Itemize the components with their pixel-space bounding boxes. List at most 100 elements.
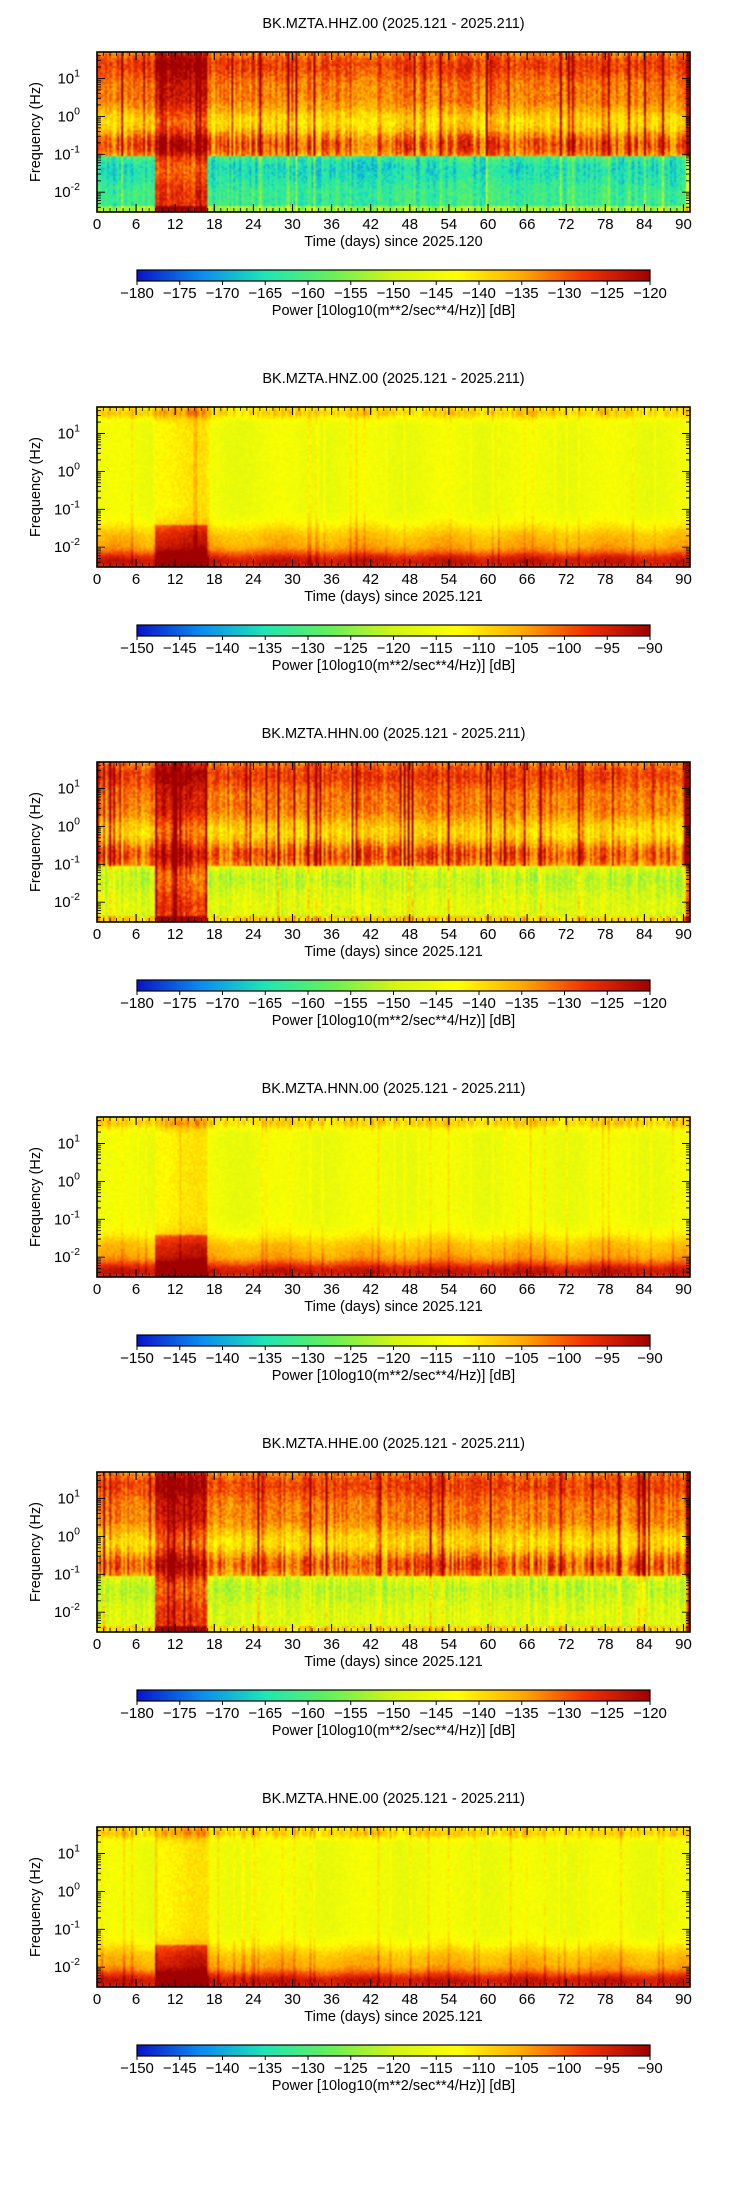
x-tick-label: 12 [167, 571, 184, 588]
x-tick-label: 36 [323, 1281, 340, 1298]
y-tick-label: 101 [57, 777, 80, 797]
x-tick-label: 42 [362, 1991, 379, 2008]
colorbar-label: Power [10log10(m**2/sec**4/Hz)] [dB] [272, 303, 515, 319]
colorbar-tick-label: −140 [206, 1350, 240, 1367]
x-tick-label: 72 [558, 571, 575, 588]
x-tick-label: 90 [675, 216, 692, 233]
y-tick-label: 10-1 [54, 498, 80, 518]
colorbar-label: Power [10log10(m**2/sec**4/Hz)] [dB] [272, 2078, 515, 2094]
x-tick-label: 54 [441, 216, 458, 233]
colorbar-tick-label: −150 [377, 995, 411, 1012]
colorbar-tick-label: −175 [163, 1705, 197, 1722]
spectrogram-heatmap [97, 407, 690, 567]
x-tick-label: 6 [132, 1281, 140, 1298]
x-tick-label: 6 [132, 1991, 140, 2008]
plot-frame [96, 1826, 691, 1988]
colorbar-ticks [136, 991, 651, 995]
y-tick-exponent: -1 [71, 853, 80, 865]
colorbar-tick-label: −130 [548, 1705, 582, 1722]
y-tick-exponent: 0 [74, 460, 80, 472]
y-tick-exponent: 1 [74, 422, 80, 434]
colorbar-tick-label: −120 [633, 285, 667, 302]
colorbar-tick-label: −130 [548, 995, 582, 1012]
colorbar [136, 979, 651, 992]
plot-frame [96, 1116, 691, 1278]
x-tick-label: 24 [245, 1991, 262, 2008]
x-tick-label: 18 [206, 1991, 223, 2008]
plot-frame [96, 761, 691, 923]
colorbar-label: Power [10log10(m**2/sec**4/Hz)] [dB] [272, 1723, 515, 1739]
y-tick-exponent: -1 [71, 1208, 80, 1220]
y-tick-exponent: -2 [71, 1601, 80, 1613]
x-axis-label: Time (days) since 2025.120 [304, 234, 482, 250]
y-tick-exponent: 1 [74, 1132, 80, 1144]
y-ticks [97, 51, 690, 213]
colorbar-tick-label: −175 [163, 995, 197, 1012]
colorbar-tick-label: −140 [206, 2060, 240, 2077]
y-tick-label: 100 [57, 815, 80, 835]
y-tick-exponent: 0 [74, 1880, 80, 1892]
plot-frame [96, 406, 691, 568]
colorbar-tick-label: −135 [505, 1705, 539, 1722]
colorbar-tick-label: −130 [291, 1350, 325, 1367]
x-tick-label: 0 [93, 1991, 101, 2008]
colorbar-tick-label: −105 [505, 1350, 539, 1367]
x-tick-label: 84 [636, 571, 653, 588]
colorbar-tick-label: −120 [377, 640, 411, 657]
colorbar-tick-label: −155 [334, 285, 368, 302]
colorbar-tick-label: −135 [505, 285, 539, 302]
colorbar-label: Power [10log10(m**2/sec**4/Hz)] [dB] [272, 1013, 515, 1029]
x-tick-label: 30 [284, 571, 301, 588]
colorbar-tick-label: −165 [248, 285, 282, 302]
y-ticks [97, 1116, 690, 1278]
colorbar-ticks [136, 636, 651, 640]
y-tick-base: 10 [57, 1528, 74, 1545]
y-tick-base: 10 [54, 1604, 71, 1621]
x-axis-label: Time (days) since 2025.121 [304, 944, 482, 960]
y-tick-label: 101 [57, 422, 80, 442]
y-axis-label: Frequency (Hz) [28, 1147, 44, 1247]
colorbar-tick-label: −145 [419, 1705, 453, 1722]
x-tick-label: 18 [206, 1636, 223, 1653]
x-tick-label: 24 [245, 571, 262, 588]
x-tick-label: 30 [284, 216, 301, 233]
spectrogram-panel-5: BK.MZTA.HHE.00 (2025.121 - 2025.211)0 6 12… [28, 1436, 692, 1739]
x-tick-label: 36 [323, 1636, 340, 1653]
x-tick-label: 78 [597, 1281, 614, 1298]
y-tick-label: 100 [57, 1525, 80, 1545]
x-axis-label: Time (days) since 2025.121 [304, 1654, 482, 1670]
colorbar-tick-label: −95 [595, 2060, 620, 2077]
colorbar-tick-label: −125 [334, 640, 368, 657]
y-tick-label: 10-1 [54, 143, 80, 163]
y-tick-label: 10-1 [54, 853, 80, 873]
colorbar-tick-label: −175 [163, 285, 197, 302]
y-tick-label: 10-2 [54, 1956, 80, 1976]
colorbar-tick-label: −150 [377, 1705, 411, 1722]
y-ticks [97, 406, 690, 568]
x-tick-label: 54 [441, 1636, 458, 1653]
y-tick-exponent: 0 [74, 105, 80, 117]
x-tick-label: 54 [441, 1991, 458, 2008]
x-tick-label: 78 [597, 216, 614, 233]
colorbar-tick-label: −170 [206, 1705, 240, 1722]
colorbar-tick-label: −130 [548, 285, 582, 302]
colorbar-tick-label: −160 [291, 1705, 325, 1722]
x-tick-label: 84 [636, 926, 653, 943]
y-tick-exponent: -1 [71, 143, 80, 155]
y-tick-base: 10 [57, 1490, 74, 1507]
colorbar-tick-label: −115 [420, 1350, 453, 1367]
colorbar-tick-label: −120 [633, 1705, 667, 1722]
colorbar-tick-label: −155 [334, 995, 368, 1012]
x-tick-label: 6 [132, 216, 140, 233]
colorbar-tick-label: −100 [548, 1350, 582, 1367]
plot-frame [96, 1471, 691, 1633]
x-tick-label: 90 [675, 1281, 692, 1298]
y-tick-base: 10 [57, 818, 74, 835]
x-tick-label: 66 [519, 1991, 536, 2008]
colorbar-tick-label: −140 [462, 285, 496, 302]
chart-title: BK.MZTA.HHZ.00 (2025.121 - 2025.211) [262, 16, 524, 32]
y-tick-label: 100 [57, 1170, 80, 1190]
colorbar-tick-label: −145 [163, 640, 197, 657]
colorbar-tick-label: −105 [505, 640, 539, 657]
y-tick-exponent: -2 [71, 181, 80, 193]
